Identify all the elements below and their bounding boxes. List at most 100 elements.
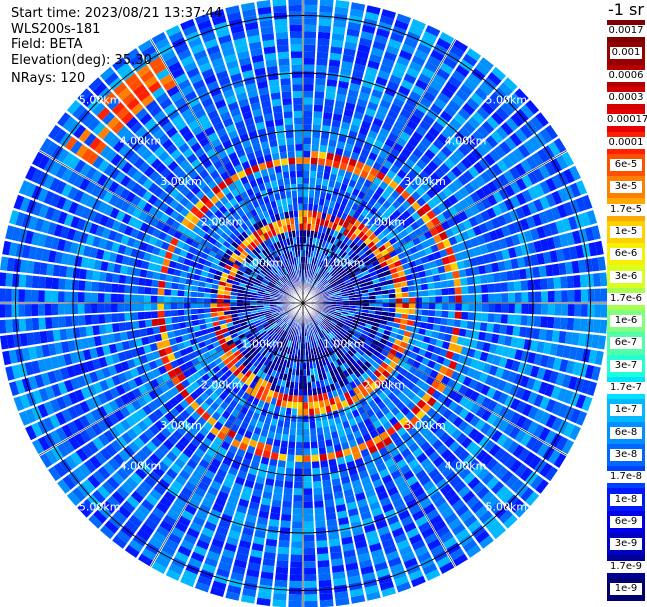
ppi-gate-cell	[460, 346, 470, 356]
ppi-gate-cell	[292, 521, 303, 529]
ppi-gate-cell	[432, 121, 445, 133]
ppi-gate-cell	[322, 254, 327, 262]
ppi-gate-cell	[303, 402, 309, 409]
ppi-gate-cell	[234, 433, 244, 442]
ppi-gate-cell	[446, 378, 457, 389]
ppi-gate-cell	[439, 432, 451, 443]
ppi-gate-cell	[508, 303, 515, 314]
ppi-gate-cell	[584, 227, 595, 242]
ppi-gate-cell	[435, 296, 443, 303]
ppi-gate-cell	[430, 172, 441, 183]
ppi-gate-cell	[476, 255, 485, 266]
ppi-gate-cell	[426, 210, 436, 220]
ppi-gate-cell	[392, 322, 401, 329]
ppi-gate-cell	[571, 260, 580, 274]
ppi-gate-cell	[329, 52, 342, 61]
ppi-gate-cell	[18, 318, 27, 332]
ppi-gate-cell	[563, 202, 574, 216]
ppi-gate-cell	[416, 264, 425, 272]
ppi-gate-cell	[254, 482, 264, 491]
ppi-gate-cell	[307, 217, 312, 224]
ppi-gate-cell	[332, 26, 346, 35]
ppi-gate-cell	[458, 384, 468, 396]
ppi-gate-cell	[458, 408, 470, 420]
ppi-gate-cell	[319, 260, 324, 268]
ppi-gate-cell	[468, 428, 480, 440]
ppi-gate-cell	[549, 370, 559, 384]
ppi-gate-cell	[586, 273, 594, 287]
ppi-gate-cell	[276, 426, 283, 434]
ppi-gate-cell	[533, 394, 544, 408]
ppi-gate-cell	[351, 409, 360, 418]
ppi-gate-cell	[321, 308, 329, 312]
ppi-gate-cell	[415, 469, 427, 481]
ppi-gate-cell	[599, 319, 607, 334]
ppi-gate-cell	[316, 266, 321, 274]
ppi-gate-cell	[463, 472, 476, 485]
ppi-gate-cell	[325, 371, 332, 379]
ppi-gate-cell	[424, 132, 436, 143]
ppi-gate-cell	[311, 144, 319, 152]
ppi-gate-cell	[209, 544, 223, 555]
ppi-gate-cell	[468, 294, 476, 303]
ppi-gate-cell	[575, 244, 585, 259]
ppi-gate-cell	[551, 263, 560, 276]
ppi-gate-cell	[259, 578, 273, 587]
ppi-gate-cell	[471, 266, 480, 276]
ppi-gate-cell	[405, 411, 415, 421]
ppi-gate-cell	[486, 476, 500, 490]
ppi-gate-cell	[352, 244, 359, 252]
ppi-gate-cell	[279, 344, 284, 352]
ppi-gate-cell	[415, 79, 428, 91]
ppi-gate-cell	[275, 573, 288, 581]
ppi-gate-cell	[544, 209, 555, 223]
ppi-gate-cell	[463, 424, 474, 436]
ppi-gate-cell	[117, 303, 125, 312]
ppi-gate-cell	[203, 298, 211, 303]
ppi-gate-cell	[347, 575, 362, 585]
ppi-gate-cell	[333, 154, 342, 163]
ppi-gate-cell	[459, 83, 474, 97]
ppi-gate-cell	[381, 249, 389, 257]
ppi-gate-cell	[318, 400, 325, 408]
ppi-gate-cell	[357, 375, 366, 384]
ppi-gate-cell	[303, 481, 312, 489]
ppi-gate-cell	[458, 420, 469, 432]
ppi-gate-cell	[386, 426, 396, 436]
ppi-gate-cell	[310, 224, 316, 231]
ppi-gate-cell	[316, 211, 322, 219]
ppi-gate-cell	[323, 262, 329, 270]
ppi-gate-cell	[332, 253, 338, 260]
ppi-gate-cell	[261, 564, 275, 573]
ppi-gate-cell	[319, 330, 325, 338]
ppi-gate-cell	[321, 310, 328, 314]
ppi-gate-cell	[375, 299, 383, 303]
ppi-gate-cell	[453, 278, 462, 287]
ppi-gate-cell	[171, 316, 179, 324]
ppi-gate-cell	[321, 386, 327, 394]
ppi-gate-cell	[211, 538, 225, 549]
ppi-gate-cell	[303, 508, 314, 515]
ppi-gate-cell	[364, 203, 373, 212]
ppi-gate-cell	[349, 305, 356, 309]
ppi-gate-cell	[174, 551, 189, 563]
ppi-gate-cell	[329, 279, 337, 285]
ppi-gate-cell	[369, 373, 378, 382]
ppi-gate-cell	[555, 372, 566, 386]
ppi-gate-cell	[359, 37, 373, 47]
ppi-gate-cell	[386, 154, 397, 164]
ppi-gate-cell	[342, 543, 355, 552]
ppi-gate-cell	[307, 388, 313, 396]
ppi-gate-cell	[525, 267, 534, 279]
ppi-gate-cell	[420, 373, 429, 382]
ppi-gate-cell	[444, 158, 456, 170]
ppi-gate-cell	[536, 341, 545, 353]
ppi-gate-cell	[389, 180, 399, 190]
ppi-gate-cell	[501, 225, 511, 237]
ppi-gate-cell	[180, 539, 195, 551]
ppi-gate-cell	[321, 413, 328, 421]
ppi-gate-cell	[480, 384, 491, 396]
ppi-gate-cell	[311, 271, 315, 279]
ppi-gate-cell	[315, 184, 322, 192]
ppi-gate-cell	[349, 403, 357, 412]
